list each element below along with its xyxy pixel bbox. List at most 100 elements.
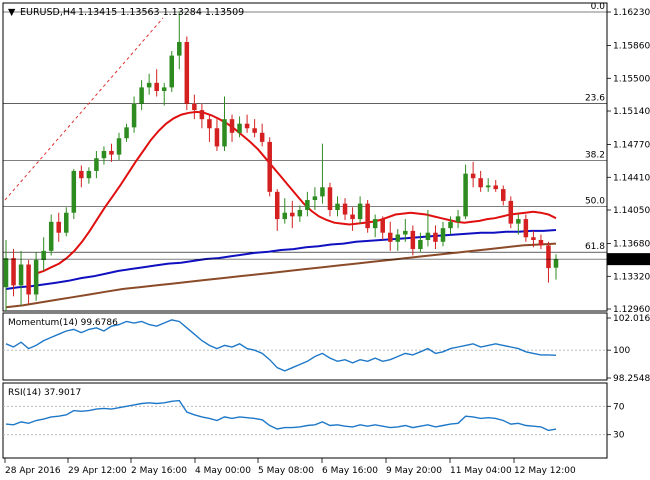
candle-body	[425, 232, 431, 240]
candle-body	[184, 41, 190, 104]
candle	[124, 123, 129, 142]
candle	[501, 185, 506, 206]
candle	[26, 259, 31, 304]
candle-body	[350, 214, 355, 220]
candle	[470, 161, 476, 188]
candle	[11, 249, 16, 297]
candle	[109, 143, 114, 162]
candle	[418, 232, 423, 253]
candle	[229, 114, 235, 142]
candle-body	[365, 203, 370, 229]
time-tick-label: 6 May 16:00	[322, 466, 378, 476]
candle-body	[395, 234, 401, 242]
price-tick-label: 1.13320	[613, 272, 650, 282]
candle	[274, 189, 280, 231]
time-tick-label: 4 May 00:00	[195, 466, 251, 476]
candle	[297, 205, 303, 222]
momentum-tick-label: 98.2548	[613, 374, 650, 384]
fib-level-label: 50.0	[585, 196, 605, 206]
candle-body	[501, 189, 506, 201]
candle	[146, 73, 152, 95]
symbol-label: EURUSD,H4	[20, 7, 76, 18]
price-tick-label: 1.12960	[613, 305, 650, 315]
candle-body	[523, 219, 529, 238]
fib-level-label: 38.2	[585, 151, 605, 161]
candle-body	[290, 212, 295, 217]
ohlc-values: 1.13415 1.13563 1.13284 1.13509	[78, 7, 244, 18]
time-tick-label: 12 May 12:00	[514, 466, 576, 476]
candle	[237, 116, 242, 138]
candle-body	[267, 141, 272, 192]
candle	[192, 94, 197, 120]
moving-averages	[5, 110, 557, 309]
candle	[116, 132, 122, 161]
candle	[131, 96, 137, 133]
candle	[387, 221, 393, 251]
candle-body	[124, 127, 129, 139]
price-axis: 1.16230 1.15860 1.15500 1.15140 1.14770 1.144…	[607, 8, 650, 315]
candle-body	[297, 210, 303, 217]
candle-body	[154, 82, 159, 92]
candle	[71, 169, 77, 220]
time-tick-label: 9 May 20:00	[386, 466, 442, 476]
candle	[94, 150, 99, 179]
price-tick-label: 1.14410	[613, 173, 650, 183]
rsi-line	[5, 399, 557, 432]
header-collapse-icon[interactable]: ▼	[8, 7, 16, 18]
candle-body	[418, 239, 423, 250]
price-tick-label: 1.16230	[613, 8, 650, 18]
candle-body	[79, 170, 84, 179]
candle-body	[553, 259, 559, 268]
candle-body	[207, 119, 212, 129]
candle-body	[146, 82, 152, 88]
candle-body	[192, 103, 197, 111]
candle	[546, 241, 551, 283]
candle	[327, 182, 333, 217]
candle-body	[320, 187, 325, 197]
candle	[169, 51, 175, 92]
candle	[214, 119, 220, 151]
candle-body	[116, 138, 122, 155]
candle-body	[229, 119, 235, 133]
candle	[259, 123, 265, 147]
fib-trend-line	[4, 17, 164, 201]
candle-body	[199, 110, 205, 120]
candle-body	[94, 158, 99, 171]
candle	[282, 198, 288, 224]
candle-body	[48, 221, 54, 251]
candle-body	[252, 128, 257, 133]
candle-body	[214, 128, 220, 147]
momentum-pane-frame	[2, 312, 608, 381]
candle-body	[508, 200, 514, 224]
candle-body	[357, 203, 363, 220]
current-price-label: 1.13509	[610, 255, 647, 265]
candle	[290, 200, 295, 229]
current-price-box	[607, 253, 650, 266]
rsi-axis: 70 30	[607, 402, 625, 441]
candle	[516, 214, 521, 235]
price-tick-label: 1.15860	[613, 42, 650, 52]
candle	[305, 191, 310, 217]
rsi-label: RSI(14) 37.9017	[8, 388, 81, 398]
candle	[18, 250, 24, 306]
candle-body	[101, 150, 107, 159]
candle	[342, 198, 348, 220]
candle-body	[33, 259, 39, 295]
price-pane-frame	[2, 2, 608, 312]
candle-body	[493, 185, 498, 190]
candle	[380, 216, 385, 240]
candle-body	[161, 87, 167, 92]
candle-body	[56, 221, 61, 233]
candle	[448, 216, 453, 235]
candle	[320, 143, 325, 204]
candle	[79, 165, 84, 188]
candle-body	[305, 200, 310, 210]
time-tick-label: 11 May 04:00	[450, 466, 512, 476]
candle	[184, 36, 190, 111]
candle	[335, 196, 340, 217]
candle-body	[470, 173, 476, 179]
momentum-line	[5, 319, 557, 372]
candle-body	[109, 150, 114, 155]
time-axis: 28 Apr 2016 29 Apr 12:00 2 May 16:00 4 May …	[4, 458, 576, 476]
